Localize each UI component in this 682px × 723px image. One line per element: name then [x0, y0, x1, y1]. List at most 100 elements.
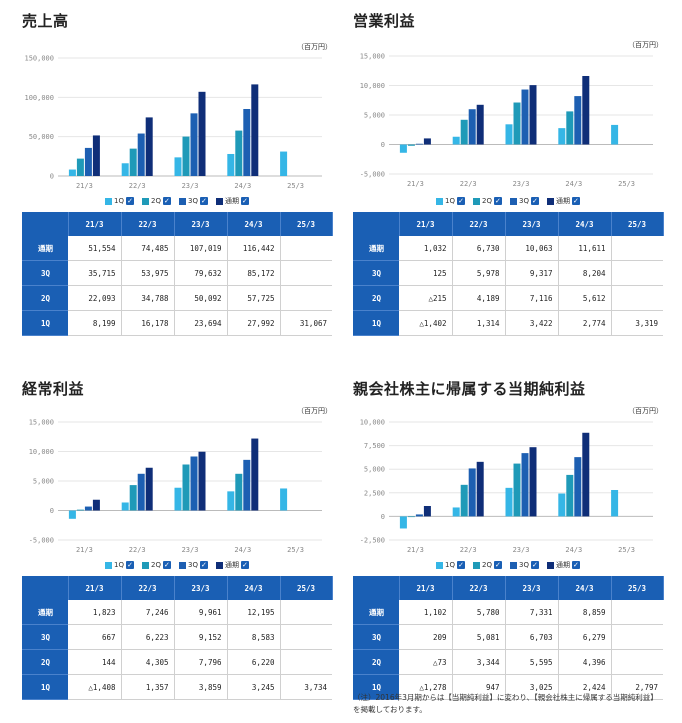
- checkbox-checked-icon[interactable]: ✓: [199, 561, 208, 569]
- table-row-header: 3Q: [353, 260, 399, 286]
- panel-sales: 売上高 （百万円） 0 50,000 100,000 150,000 21/3 22/3 2…: [22, 10, 333, 336]
- bar: [582, 432, 590, 517]
- y-tick-label: 150,000: [24, 55, 54, 63]
- legend-label: 3Q: [518, 561, 529, 569]
- bar: [452, 136, 460, 145]
- checkbox-checked-icon[interactable]: ✓: [530, 561, 539, 569]
- checkbox-checked-icon[interactable]: ✓: [199, 197, 208, 205]
- table-cell: 209: [399, 624, 453, 650]
- table-row-header: 3Q: [353, 624, 399, 650]
- y-tick-label: 10,000: [29, 448, 54, 456]
- table-row: 3Q 209 5,081 6,703 6,279: [353, 624, 663, 650]
- table-row-header: 1Q: [22, 310, 68, 336]
- checkbox-checked-icon[interactable]: ✓: [457, 561, 466, 569]
- table-cell: 1,823: [68, 600, 122, 625]
- table-cell: 4,189: [452, 285, 506, 311]
- legend-item[interactable]: 3Q ✓: [509, 560, 539, 570]
- x-tick-label: 21/3: [407, 546, 424, 554]
- legend-label: 2Q: [151, 561, 161, 569]
- legend-item[interactable]: 通期 ✓: [215, 560, 249, 570]
- table-column-header: 21/3: [68, 576, 122, 600]
- table-cell: [611, 236, 663, 261]
- table-cell: 53,975: [121, 260, 175, 286]
- y-tick-label: 0: [50, 173, 54, 181]
- table-row-header: 2Q: [353, 649, 399, 675]
- table-corner: [22, 212, 69, 236]
- table-cell: 5,081: [452, 624, 506, 650]
- legend-item[interactable]: 2Q ✓: [142, 196, 171, 206]
- table-cell: 2,797: [611, 674, 663, 700]
- x-tick-label: 25/3: [618, 546, 635, 554]
- table-cell: [611, 260, 663, 286]
- table-row-header: 2Q: [353, 285, 399, 311]
- checkbox-checked-icon[interactable]: ✓: [240, 197, 249, 205]
- checkbox-checked-icon[interactable]: ✓: [457, 197, 466, 205]
- table-cell: 2,774: [558, 310, 612, 336]
- y-tick-label: 10,000: [360, 82, 385, 90]
- checkbox-checked-icon[interactable]: ✓: [493, 197, 502, 205]
- checkbox-checked-icon[interactable]: ✓: [571, 561, 580, 569]
- bar: [407, 516, 415, 518]
- table-cell: 4,305: [121, 649, 175, 675]
- checkbox-checked-icon[interactable]: ✓: [162, 197, 171, 205]
- table-cell: △1,278: [399, 674, 453, 700]
- legend-item[interactable]: 1Q ✓: [436, 560, 466, 570]
- table-cell: 6,223: [121, 624, 175, 650]
- legend-item[interactable]: 通期 ✓: [215, 196, 249, 206]
- legend-item[interactable]: 3Q ✓: [178, 560, 208, 570]
- table-cell: 125: [399, 260, 453, 286]
- checkbox-checked-icon[interactable]: ✓: [493, 561, 502, 569]
- bar: [243, 108, 251, 176]
- legend-item[interactable]: 2Q ✓: [142, 560, 171, 570]
- bar: [280, 151, 288, 176]
- checkbox-checked-icon[interactable]: ✓: [530, 197, 539, 205]
- x-tick-label: 22/3: [129, 182, 146, 190]
- legend-swatch: [105, 561, 113, 569]
- legend-item[interactable]: 1Q ✓: [105, 196, 135, 206]
- bar: [582, 75, 590, 145]
- table-cell: 3,319: [611, 310, 663, 336]
- bar: [460, 484, 468, 517]
- checkbox-checked-icon[interactable]: ✓: [240, 561, 249, 569]
- bar: [415, 143, 423, 145]
- table-column-header: 21/3: [68, 212, 122, 236]
- legend-item[interactable]: 通期 ✓: [546, 560, 580, 570]
- table-cell: 5,780: [452, 600, 506, 625]
- bar: [460, 119, 468, 145]
- table-column-header: 24/3: [558, 576, 612, 600]
- table-cell: 1,357: [121, 674, 175, 700]
- legend-label: 通期: [224, 561, 239, 569]
- bar-chart: 0 50,000 100,000 150,000 21/3 22/3 23/3 24/3 25/…: [22, 54, 332, 194]
- table-column-header: 25/3: [280, 576, 333, 600]
- table-cell: 3,245: [227, 674, 281, 700]
- legend-item[interactable]: 3Q ✓: [178, 196, 208, 206]
- table-cell: 6,279: [558, 624, 612, 650]
- bar: [407, 144, 415, 146]
- checkbox-checked-icon[interactable]: ✓: [571, 197, 580, 205]
- table-cell: 51,554: [68, 236, 122, 261]
- table-cell: 27,992: [227, 310, 281, 336]
- table-cell: 6,703: [505, 624, 559, 650]
- legend-label: 2Q: [151, 197, 161, 205]
- legend-item[interactable]: 1Q ✓: [105, 560, 135, 570]
- bar: [198, 91, 206, 176]
- table-cell: 50,092: [174, 285, 228, 311]
- table-row-header: 通期: [22, 236, 68, 261]
- legend-swatch: [142, 561, 150, 569]
- checkbox-checked-icon[interactable]: ✓: [162, 561, 171, 569]
- checkbox-checked-icon[interactable]: ✓: [126, 561, 135, 569]
- x-tick-label: 21/3: [76, 546, 93, 554]
- bar: [227, 153, 235, 176]
- legend-item[interactable]: 2Q ✓: [473, 560, 502, 570]
- bar: [529, 447, 537, 517]
- legend-item[interactable]: 2Q ✓: [473, 196, 502, 206]
- legend-item[interactable]: 3Q ✓: [509, 196, 539, 206]
- checkbox-checked-icon[interactable]: ✓: [126, 197, 135, 205]
- legend-item[interactable]: 1Q ✓: [436, 196, 466, 206]
- bar: [468, 109, 476, 145]
- x-tick-label: 23/3: [182, 546, 199, 554]
- legend-item[interactable]: 通期 ✓: [546, 196, 580, 206]
- x-tick-label: 24/3: [234, 182, 251, 190]
- bar: [243, 459, 251, 511]
- legend-swatch: [178, 197, 186, 205]
